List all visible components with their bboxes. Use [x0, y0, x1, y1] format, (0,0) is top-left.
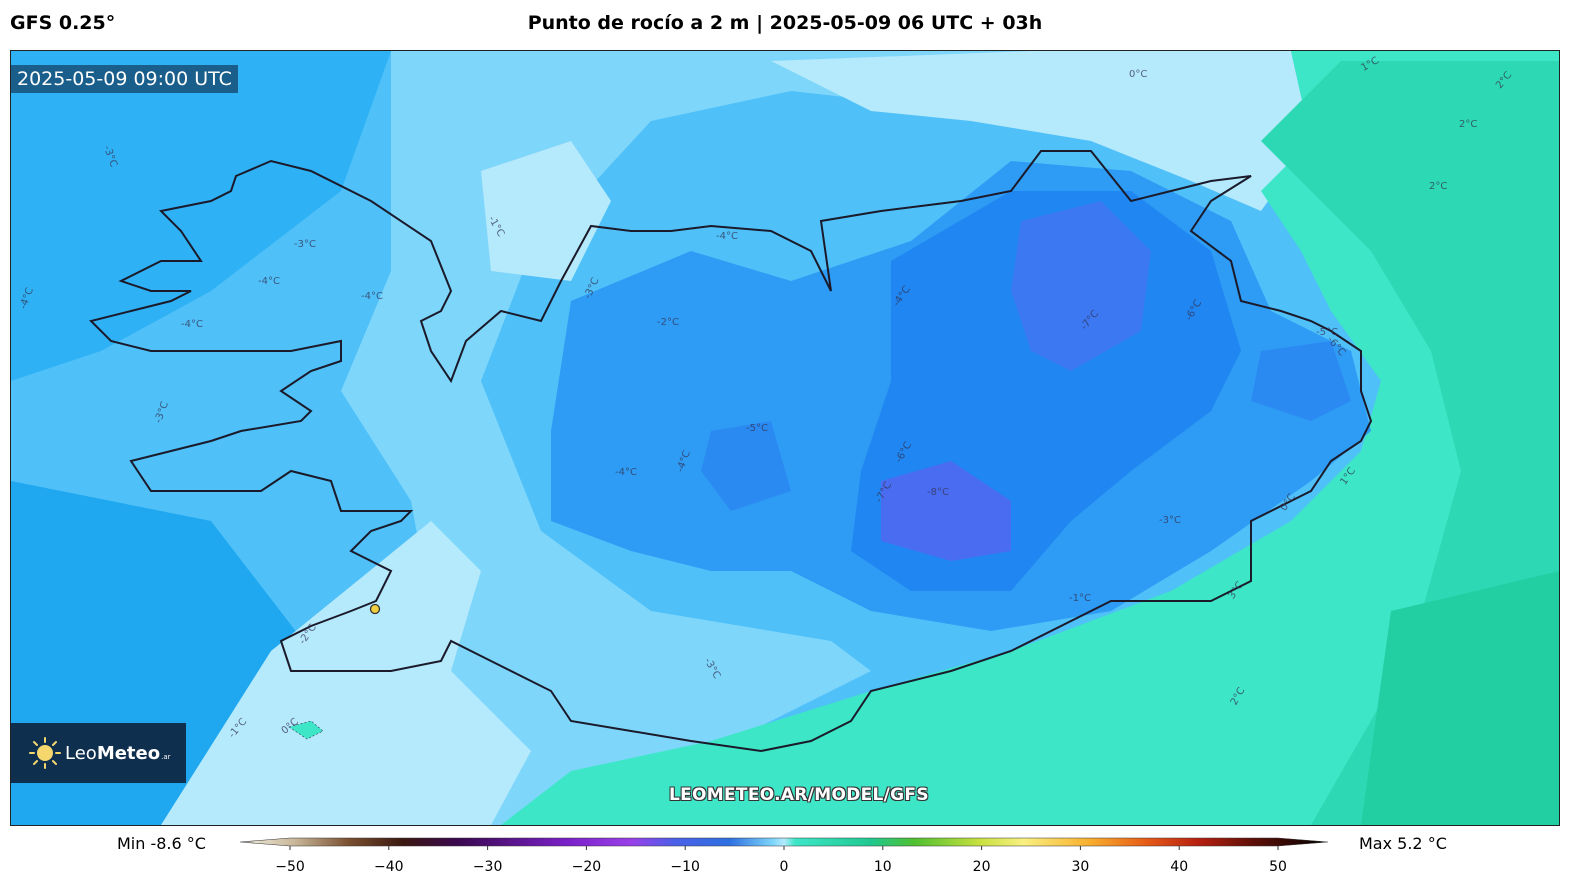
- contour-label: -4°C: [258, 276, 280, 287]
- logo-wordmark: LeoMeteo: [65, 742, 161, 764]
- contour-label: 2°C: [1459, 119, 1478, 130]
- colorbar: −50 −40 −30 −20 −10 0 10 20 30 40 50: [240, 837, 1329, 874]
- valid-time-badge: 2025-05-09 09:00 UTC: [11, 65, 238, 93]
- contour-label: -1°C: [1069, 593, 1091, 604]
- model-label: GFS 0.25°: [10, 12, 116, 34]
- colorbar-tick-label: 20: [973, 859, 991, 874]
- field-band-zero-south: [161, 521, 531, 825]
- sun-icon: [29, 737, 61, 769]
- field-warmest: [1361, 571, 1559, 825]
- contour-label: -4°C: [615, 467, 637, 478]
- field-core-north: [1011, 201, 1151, 371]
- contour-label: -5°C: [1316, 327, 1338, 338]
- location-marker: [369, 603, 381, 615]
- colorbar-tick-label: −20: [572, 859, 602, 874]
- watermark-url: LEOMETEO.AR/MODEL/GFS: [669, 785, 929, 805]
- colorbar-min-label: Min -8.6 °C: [117, 834, 206, 853]
- contour-label: -3°C: [1159, 515, 1181, 526]
- page-title: Punto de rocío a 2 m | 2025-05-09 06 UTC…: [527, 12, 1043, 34]
- iceland-coastline: [89, 150, 1373, 753]
- colorbar-tick-label: −50: [275, 859, 305, 874]
- field-core-south: [881, 461, 1011, 561]
- colorbar-ramp: [240, 837, 1329, 847]
- map-canvas: [11, 51, 1559, 825]
- colorbar-ticks: −50 −40 −30 −20 −10 0 10 20 30 40 50: [275, 846, 1287, 874]
- contour-label: -8°C: [927, 487, 949, 498]
- field-band-zero-north: [771, 51, 1311, 211]
- contour-label: -4°C: [361, 291, 383, 302]
- colorbar-tick-label: −30: [473, 859, 503, 874]
- colorbar-max-label: Max 5.2 °C: [1359, 834, 1447, 853]
- field-core-east: [1251, 341, 1351, 421]
- contour-label: 0°C: [1129, 69, 1148, 80]
- contour-label: -5°C: [746, 423, 768, 434]
- map-panel: -3°C -1°C -3°C -4°C -4°C -4°C -4°C -3°C …: [10, 50, 1560, 826]
- colorbar-tick-label: 0: [780, 859, 789, 874]
- contour-label: 2°C: [1429, 181, 1448, 192]
- colorbar-tick-label: 50: [1269, 859, 1287, 874]
- field-core-center: [701, 421, 791, 511]
- colorbar-tick-label: 30: [1071, 859, 1089, 874]
- field-warm-sea: [501, 51, 1559, 825]
- island-patch: [288, 720, 324, 740]
- contour-label: -3°C: [294, 239, 316, 250]
- contour-label: -4°C: [716, 231, 738, 242]
- contour-label: -4°C: [181, 319, 203, 330]
- field-patch-light: [481, 141, 611, 281]
- logo-suffix: .ar: [161, 753, 171, 761]
- leometeo-logo: LeoMeteo .ar: [11, 723, 186, 783]
- colorbar-tick-label: −10: [670, 859, 700, 874]
- colorbar-tick-label: 40: [1170, 859, 1188, 874]
- colorbar-tick-label: −40: [374, 859, 404, 874]
- field-west-cold: [11, 51, 391, 381]
- contour-label: -2°C: [657, 317, 679, 328]
- colorbar-tick-label: 10: [874, 859, 892, 874]
